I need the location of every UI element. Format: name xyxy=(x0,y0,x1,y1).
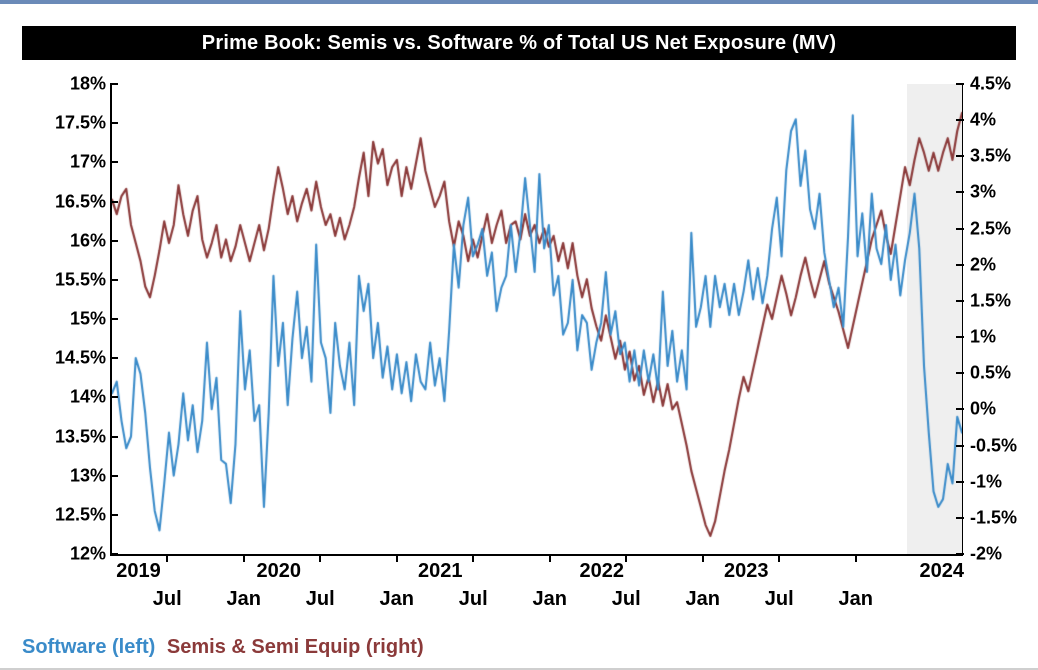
y-left-tick xyxy=(110,357,118,359)
y-right-label: -1% xyxy=(962,471,1002,492)
y-left-label: 13% xyxy=(70,465,112,486)
y-left-label: 18% xyxy=(70,74,112,95)
x-month-label: Jul xyxy=(459,588,488,611)
y-right-label: 3% xyxy=(962,182,996,203)
y-right-label: 4% xyxy=(962,110,996,131)
chart-container: Prime Book: Semis vs. Software % of Tota… xyxy=(0,0,1038,670)
y-right-tick xyxy=(956,83,964,85)
y-left-label: 12.5% xyxy=(55,504,112,525)
y-left-label: 12% xyxy=(70,544,112,565)
legend-semis: Semis & Semi Equip (right) xyxy=(167,636,424,658)
x-tick xyxy=(243,554,245,562)
x-tick xyxy=(702,554,704,562)
y-right-tick xyxy=(956,481,964,483)
x-month-label: Jan xyxy=(380,588,414,611)
y-right-tick xyxy=(956,336,964,338)
x-tick xyxy=(396,554,398,562)
y-left-tick xyxy=(110,396,118,398)
legend: Software (left) Semis & Semi Equip (righ… xyxy=(22,636,424,659)
x-tick xyxy=(319,554,321,562)
x-year-label: 2019 xyxy=(116,560,161,583)
y-right-label: 3.5% xyxy=(962,146,1011,167)
x-month-label: Jan xyxy=(839,588,873,611)
x-tick xyxy=(855,554,857,562)
x-month-label: Jan xyxy=(533,588,567,611)
y-right-tick xyxy=(956,300,964,302)
y-right-tick xyxy=(956,119,964,121)
y-right-label: 2% xyxy=(962,254,996,275)
y-right-label: 0% xyxy=(962,399,996,420)
chart-title: Prime Book: Semis vs. Software % of Tota… xyxy=(22,26,1016,60)
y-left-tick xyxy=(110,553,118,555)
y-right-label: -0.5% xyxy=(962,435,1017,456)
x-month-label: Jan xyxy=(686,588,720,611)
y-right-label: 1.5% xyxy=(962,290,1011,311)
y-right-tick xyxy=(956,553,964,555)
y-right-tick xyxy=(956,517,964,519)
x-month-label: Jul xyxy=(153,588,182,611)
y-left-label: 13.5% xyxy=(55,426,112,447)
x-year-label: 2024 xyxy=(920,560,965,583)
y-left-tick xyxy=(110,201,118,203)
x-month-label: Jul xyxy=(306,588,335,611)
x-month-label: Jul xyxy=(612,588,641,611)
y-right-tick xyxy=(956,228,964,230)
y-right-tick xyxy=(956,408,964,410)
y-left-label: 16% xyxy=(70,230,112,251)
y-left-label: 17% xyxy=(70,152,112,173)
y-right-label: 4.5% xyxy=(962,74,1011,95)
x-tick xyxy=(625,554,627,562)
y-left-tick xyxy=(110,83,118,85)
x-year-label: 2021 xyxy=(418,560,463,583)
y-left-label: 16.5% xyxy=(55,191,112,212)
y-left-tick xyxy=(110,475,118,477)
y-right-label: 1% xyxy=(962,327,996,348)
y-right-tick xyxy=(956,445,964,447)
legend-software: Software (left) xyxy=(22,636,155,658)
y-left-label: 15% xyxy=(70,309,112,330)
y-right-label: -2% xyxy=(962,544,1002,565)
x-tick xyxy=(778,554,780,562)
series-canvas xyxy=(112,84,962,554)
x-month-label: Jan xyxy=(227,588,261,611)
y-left-label: 15.5% xyxy=(55,269,112,290)
x-tick xyxy=(472,554,474,562)
y-left-label: 17.5% xyxy=(55,113,112,134)
y-left-tick xyxy=(110,122,118,124)
y-left-label: 14.5% xyxy=(55,348,112,369)
x-year-label: 2022 xyxy=(580,560,625,583)
x-tick xyxy=(549,554,551,562)
y-right-tick xyxy=(956,264,964,266)
x-month-label: Jul xyxy=(765,588,794,611)
y-left-tick xyxy=(110,436,118,438)
y-right-tick xyxy=(956,372,964,374)
y-left-tick xyxy=(110,318,118,320)
y-left-tick xyxy=(110,279,118,281)
y-right-label: 0.5% xyxy=(962,363,1011,384)
y-left-tick xyxy=(110,240,118,242)
y-right-tick xyxy=(956,155,964,157)
y-left-tick xyxy=(110,514,118,516)
plot-area: 12%12.5%13%13.5%14%14.5%15%15.5%16%16.5%… xyxy=(110,84,963,556)
x-tick xyxy=(166,554,168,562)
x-year-label: 2020 xyxy=(257,560,302,583)
y-right-label: -1.5% xyxy=(962,507,1017,528)
y-left-tick xyxy=(110,161,118,163)
y-right-tick xyxy=(956,191,964,193)
y-left-label: 14% xyxy=(70,387,112,408)
x-year-label: 2023 xyxy=(724,560,769,583)
y-right-label: 2.5% xyxy=(962,218,1011,239)
